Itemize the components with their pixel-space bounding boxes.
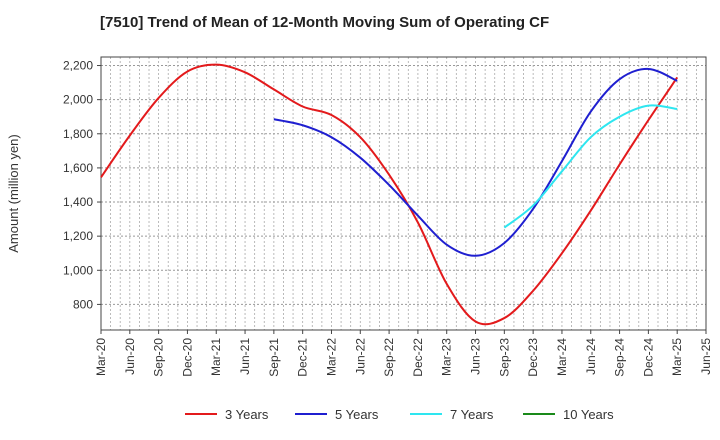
grid: [100, 57, 707, 330]
x-tick-label: Mar-21: [209, 338, 223, 376]
x-tick-label: Jun-24: [584, 338, 598, 375]
series-line-7-years: [503, 104, 678, 229]
x-tick-label: Mar-25: [670, 338, 684, 376]
y-tick-label: 1,800: [63, 127, 93, 141]
x-tick-label: Mar-22: [324, 338, 338, 376]
legend-item-7-years: 7 Years: [410, 407, 494, 422]
x-tick-label: Sep-24: [613, 338, 627, 377]
y-tick-label: 2,000: [63, 93, 93, 107]
legend-item-3-years: 3 Years: [185, 407, 269, 422]
x-tick-label: Jun-21: [238, 338, 252, 375]
x-tick-label: Jun-20: [123, 338, 137, 375]
series-line-5-years: [273, 67, 678, 257]
plot-area: [101, 57, 706, 330]
y-tick-label: 1,400: [63, 195, 93, 209]
legend-item-10-years: 10 Years: [523, 407, 614, 422]
legend-label: 3 Years: [225, 407, 269, 422]
chart-title: [7510] Trend of Mean of 12-Month Moving …: [100, 14, 550, 31]
x-tick-label: Dec-23: [526, 338, 540, 377]
x-tick-label: Dec-22: [411, 338, 425, 377]
x-tick-label: Mar-20: [94, 338, 108, 376]
x-tick-label: Sep-21: [267, 338, 281, 377]
y-tick-label: 2,200: [63, 59, 93, 73]
x-tick-label: Jun-22: [353, 338, 367, 375]
plot-frame: [100, 56, 707, 331]
y-tick-label: 1,600: [63, 161, 93, 175]
legend-label: 10 Years: [563, 407, 614, 422]
y-tick-label: 1,000: [63, 263, 93, 277]
x-tick-label: Sep-20: [152, 338, 166, 377]
y-axis-title: Amount (million yen): [6, 134, 21, 253]
x-tick-label: Dec-24: [641, 338, 655, 377]
legend-item-5-years: 5 Years: [295, 407, 379, 422]
x-tick-label: Dec-20: [180, 338, 194, 377]
y-tick-label: 800: [73, 297, 93, 311]
x-tick-label: Jun-23: [469, 338, 483, 375]
x-tick-label: Dec-21: [296, 338, 310, 377]
y-tick-label: 1,200: [63, 229, 93, 243]
x-tick-label: Sep-23: [497, 338, 511, 377]
x-tick-label: Sep-22: [382, 338, 396, 377]
x-tick-label: Mar-24: [555, 338, 569, 376]
series-line-3-years: [100, 63, 679, 326]
legend-label: 7 Years: [450, 407, 494, 422]
legend-label: 5 Years: [335, 407, 379, 422]
x-tick-label: Mar-23: [440, 338, 454, 376]
x-tick-label: Jun-25: [699, 338, 713, 375]
